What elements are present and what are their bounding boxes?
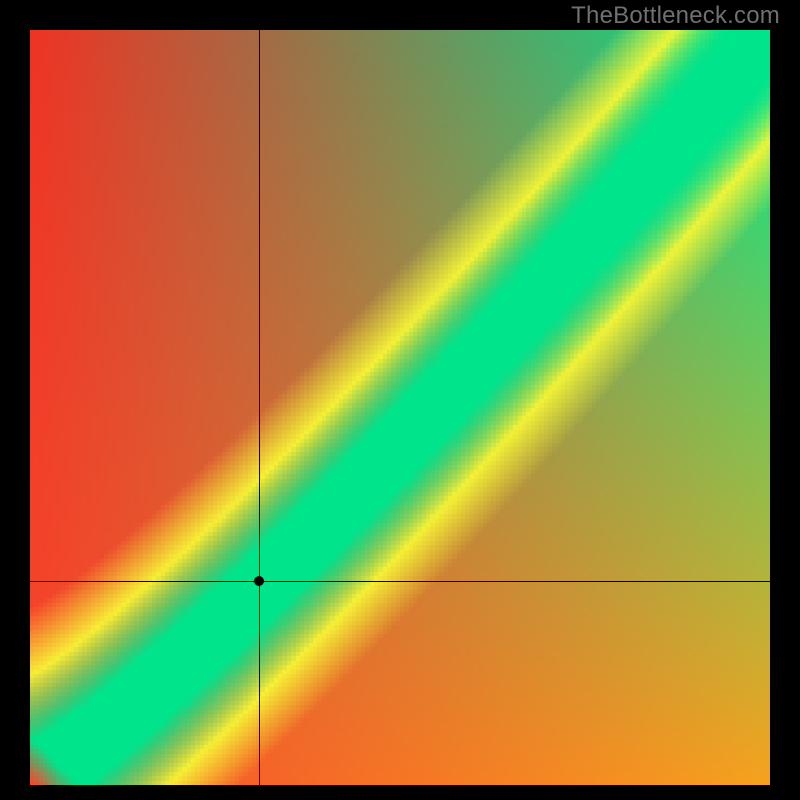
heatmap-canvas	[30, 30, 770, 785]
watermark-text: TheBottleneck.com	[571, 2, 780, 30]
crosshair-vertical	[259, 30, 260, 785]
heatmap-plot	[30, 30, 770, 785]
crosshair-horizontal	[30, 581, 770, 582]
bottleneck-heatmap-frame: { "watermark": { "text": "TheBottleneck.…	[0, 0, 800, 800]
